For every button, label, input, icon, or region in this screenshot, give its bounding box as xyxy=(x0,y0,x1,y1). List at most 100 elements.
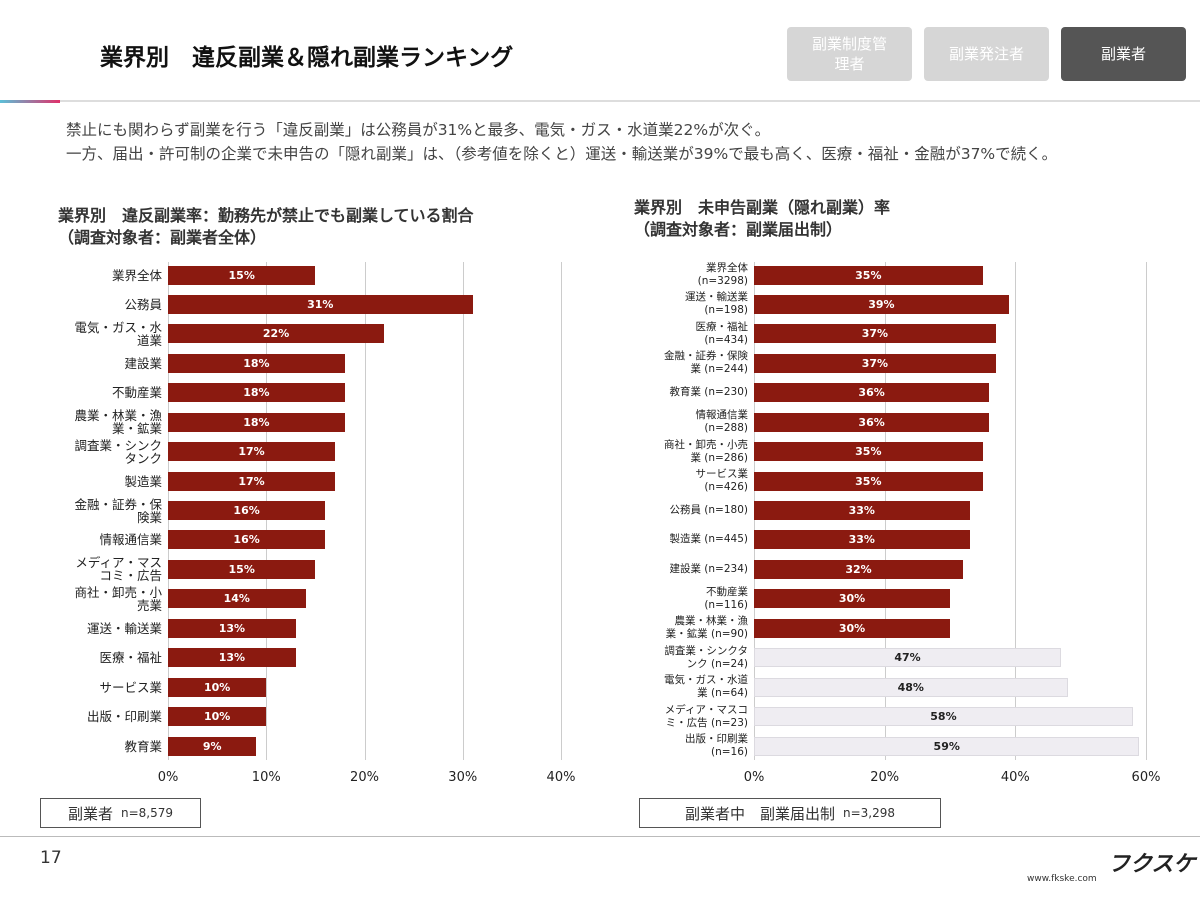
description-line: 禁止にも関わらず副業を行う「違反副業」は公務員が31%と最多、電気・ガス・水道業… xyxy=(66,121,771,139)
value-label: 18% xyxy=(243,386,270,400)
category-label: 出版・印刷業 xyxy=(86,709,162,725)
x-tick-label: 10% xyxy=(251,770,281,785)
bar xyxy=(168,324,385,344)
bar xyxy=(754,618,950,638)
x-tick-label: 20% xyxy=(350,770,379,785)
category-label: 農業・林業・漁業・鉱業 (n=90) xyxy=(665,615,748,641)
value-label: 30% xyxy=(838,592,866,606)
category-label: サービス業 xyxy=(99,679,162,695)
category-label: 業界全体 (n=3298) xyxy=(697,262,748,287)
tab-active[interactable]: 副業者 xyxy=(1061,27,1186,81)
tab[interactable]: 副業発注者 xyxy=(924,27,1049,81)
bar xyxy=(168,471,336,491)
grid-line xyxy=(561,262,562,760)
bar xyxy=(168,442,336,462)
category-label: 農業・林業・漁業・鉱業 xyxy=(74,408,162,437)
value-label: 14% xyxy=(223,592,250,606)
chart-subtitle: （調査対象者：副業届出制） xyxy=(634,220,843,239)
category-label: 不動産業 xyxy=(111,385,162,401)
bar xyxy=(754,736,1140,756)
bar xyxy=(168,559,316,579)
value-label: 16% xyxy=(233,504,260,517)
grid-line xyxy=(364,262,366,760)
x-tick-label: 60% xyxy=(1131,770,1161,785)
bar xyxy=(168,677,267,697)
bar xyxy=(168,412,345,432)
bar xyxy=(754,501,970,520)
bar xyxy=(168,648,296,668)
value-label: 15% xyxy=(228,268,255,282)
value-label: 59% xyxy=(933,739,960,753)
chart-subtitle: （調査対象者：副業者全体） xyxy=(58,228,267,247)
x-tick-label: 40% xyxy=(546,770,576,785)
value-label: 32% xyxy=(845,562,872,576)
bar xyxy=(168,707,267,727)
divider xyxy=(0,836,1200,837)
bar xyxy=(754,294,1009,314)
category-label: 建設業 (n=234) xyxy=(669,562,748,575)
bar xyxy=(754,707,1133,727)
url: www.fkske.com xyxy=(1027,874,1097,884)
bar xyxy=(168,501,326,520)
category-label: メディア・マスコミ・広告 xyxy=(75,555,162,584)
bar xyxy=(168,589,306,609)
value-label: 13% xyxy=(218,651,246,665)
page-number: 17 xyxy=(40,848,62,868)
bar xyxy=(754,353,996,373)
bar xyxy=(168,294,473,314)
logo: フクスケ xyxy=(1108,852,1196,877)
category-label: 運送・輸送業 xyxy=(86,620,162,636)
category-label: 商社・卸売・小売業 (n=286) xyxy=(664,438,748,464)
category-label: メディア・マスコミ・広告 (n=23) xyxy=(664,703,748,729)
value-label: 17% xyxy=(238,445,265,459)
value-label: 22% xyxy=(262,327,290,341)
grid-line xyxy=(1015,262,1017,760)
note-box: 副業者中 副業届出制 n=3,298 xyxy=(639,798,941,828)
category-label: サービス業 (n=426) xyxy=(695,468,749,494)
value-label: 31% xyxy=(307,297,334,311)
value-label: 10% xyxy=(203,710,231,724)
bar xyxy=(754,265,983,285)
bar xyxy=(754,559,964,579)
value-label: 33% xyxy=(848,504,875,517)
description: 禁止にも関わらず副業を行う「違反副業」は公務員が31%と最多、電気・ガス・水道業… xyxy=(66,118,1146,166)
value-label: 37% xyxy=(861,356,889,370)
value-label: 9% xyxy=(202,739,222,753)
category-label: 情報通信業 xyxy=(99,532,162,548)
value-label: 47% xyxy=(894,651,921,665)
value-label: 36% xyxy=(858,386,885,400)
chart-title: 業界別 未申告副業（隠れ副業）率 xyxy=(634,198,891,217)
value-label: 30% xyxy=(838,621,866,635)
category-label: 電気・ガス・水道業 xyxy=(74,319,162,348)
note-label: 副業者中 副業届出制 xyxy=(684,804,835,823)
category-label: 製造業 (n=445) xyxy=(669,533,748,546)
bar xyxy=(168,383,345,403)
divider xyxy=(0,100,1200,102)
value-label: 35% xyxy=(855,474,882,488)
category-label: 金融・証券・保険業 xyxy=(74,496,162,525)
value-label: 18% xyxy=(243,356,270,370)
category-label: 公務員 xyxy=(124,296,162,312)
x-tick-label: 20% xyxy=(870,770,900,785)
category-label: 運送・輸送業 (n=198) xyxy=(685,291,748,317)
note-label: 副業者 xyxy=(67,804,113,823)
description-line: 一方、届出・許可制の企業で未申告の「隠れ副業」は、（参考値を除くと）運送・輸送業… xyxy=(66,145,1058,163)
bar xyxy=(168,618,296,638)
accent xyxy=(0,100,60,103)
value-label: 13% xyxy=(218,621,246,635)
note-n: n=3,298 xyxy=(843,806,896,820)
value-label: 15% xyxy=(228,562,255,576)
bar xyxy=(754,589,950,609)
bar xyxy=(754,412,990,432)
value-label: 35% xyxy=(855,445,882,459)
value-label: 17% xyxy=(238,474,265,488)
bar xyxy=(754,677,1068,697)
value-label: 37% xyxy=(861,327,889,341)
value-label: 36% xyxy=(858,415,885,429)
category-label: 電気・ガス・水道業 (n=64) xyxy=(664,674,748,700)
category-label: 調査業・シンクタンク xyxy=(74,437,162,466)
x-tick-label: 30% xyxy=(448,770,478,785)
category-label: 不動産業 (n=116) xyxy=(704,585,748,611)
tab[interactable]: 副業制度管理者 xyxy=(787,27,912,81)
